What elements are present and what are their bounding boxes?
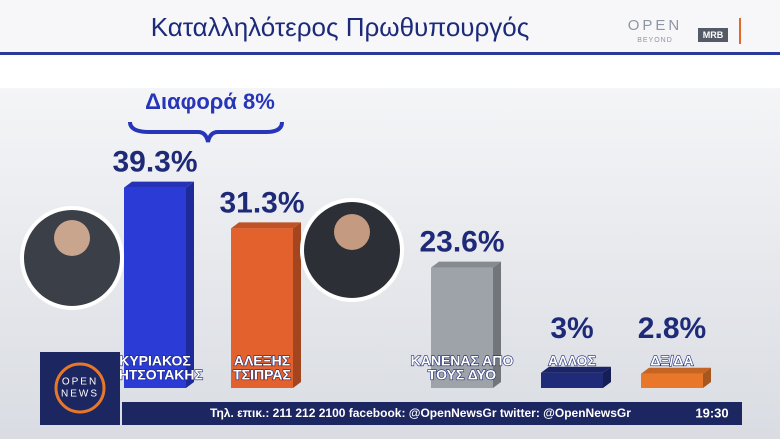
ticker-text: Τηλ. επικ.: 211 212 2100 facebook: @Open… bbox=[210, 406, 631, 420]
bar-side bbox=[703, 367, 711, 388]
channel-sub: BEYOND bbox=[637, 37, 673, 44]
strip bbox=[0, 55, 780, 88]
bar-top bbox=[124, 181, 194, 188]
bar bbox=[124, 187, 186, 388]
bar bbox=[641, 373, 703, 388]
value-label: 3% bbox=[550, 312, 593, 345]
value-label: 23.6% bbox=[419, 226, 504, 259]
bar-top bbox=[431, 261, 501, 268]
bar-side bbox=[186, 181, 194, 388]
category-label: ΤΟΥΣ ΔΥΟ bbox=[428, 367, 497, 383]
ticker-bar bbox=[122, 402, 742, 425]
header-rule bbox=[0, 52, 780, 55]
bars bbox=[124, 181, 711, 388]
bar-side bbox=[603, 366, 611, 388]
category-label: ΔΞ/ΔΑ bbox=[650, 353, 693, 369]
portrait bbox=[20, 206, 124, 310]
chart-title: Καταλληλότερος Πρωθυπουργός bbox=[151, 12, 530, 42]
bar-top bbox=[231, 222, 301, 229]
category-label: ΚΥΡΙΑΚΟΣ bbox=[119, 353, 191, 369]
bar-side bbox=[493, 261, 501, 388]
brace bbox=[128, 121, 284, 143]
header bbox=[0, 0, 780, 52]
logo-text: OPEN bbox=[62, 377, 98, 388]
value-label: 2.8% bbox=[638, 312, 706, 345]
bar-top bbox=[541, 366, 611, 373]
logo-ring bbox=[54, 362, 106, 414]
bar bbox=[541, 372, 603, 388]
category-label: ΜΗΤΣΟΤΑΚΗΣ bbox=[107, 367, 203, 383]
logo-text: NEWS bbox=[61, 389, 99, 400]
annotation: Διαφορά 8% bbox=[145, 89, 275, 114]
header-divider bbox=[739, 18, 741, 44]
category-label: ΑΛΕΞΗΣ bbox=[234, 353, 290, 369]
value-label: 39.3% bbox=[112, 145, 197, 178]
channel-logo: OPEN bbox=[628, 17, 683, 34]
portrait-face bbox=[334, 214, 370, 250]
portrait-face bbox=[54, 220, 90, 256]
bar bbox=[231, 228, 293, 388]
category-label: ΚΑΝΕΝΑΣ ΑΠΟ bbox=[411, 353, 514, 369]
bar bbox=[431, 267, 493, 388]
pollster-logo: MRB bbox=[703, 30, 724, 40]
category-label: ΤΣΙΠΡΑΣ bbox=[233, 367, 291, 383]
pollster-box bbox=[698, 28, 728, 42]
value-label: 31.3% bbox=[219, 186, 304, 219]
bar-side bbox=[293, 222, 301, 388]
bar-top bbox=[641, 367, 711, 374]
category-label: ΑΛΛΟΣ bbox=[548, 353, 596, 369]
ticker-time: 19:30 bbox=[695, 405, 728, 420]
